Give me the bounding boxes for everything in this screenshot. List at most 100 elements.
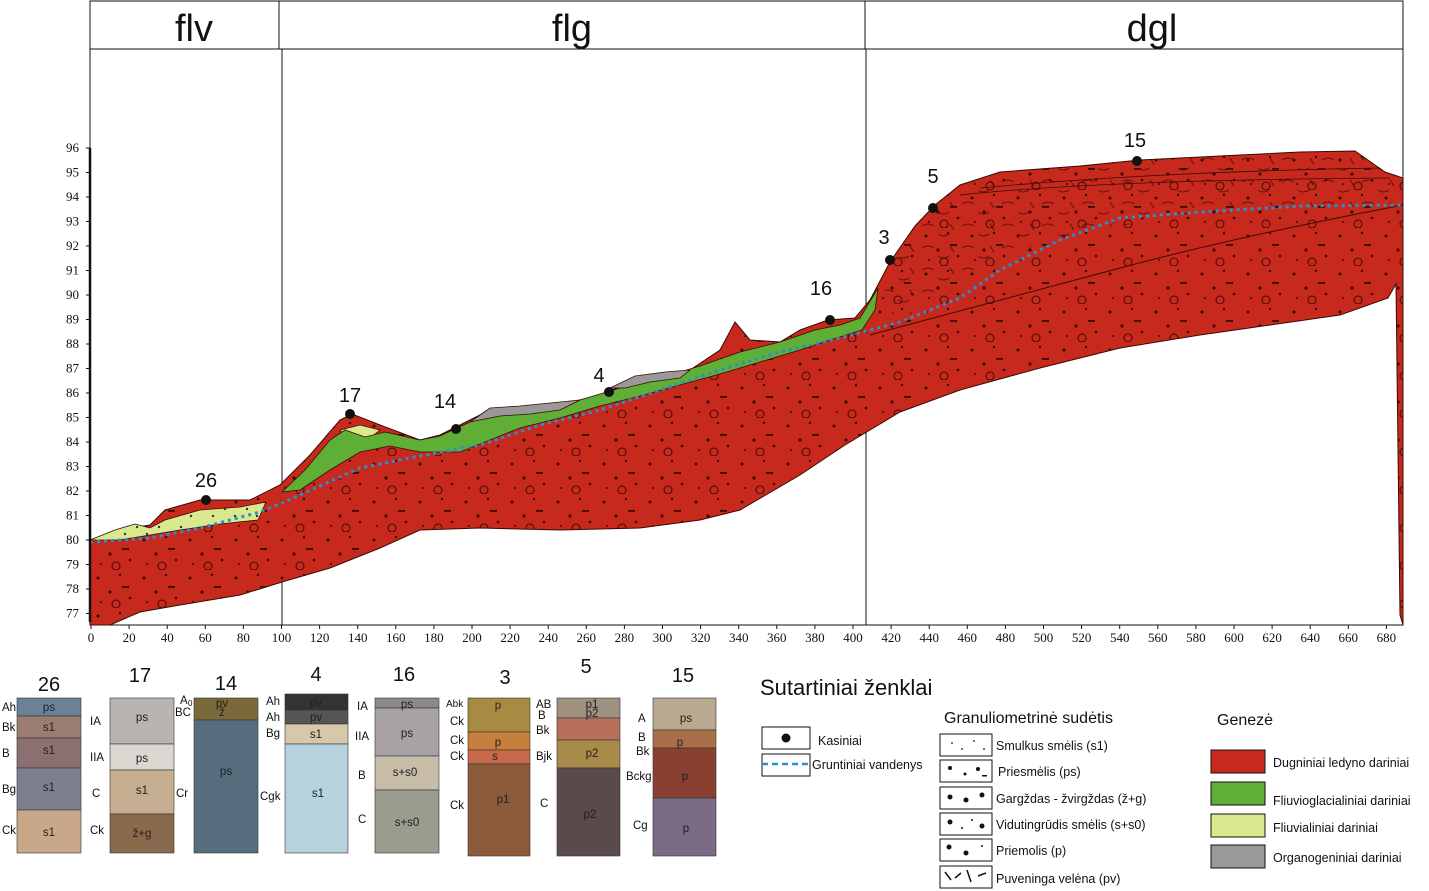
x-tick-label: 600 bbox=[1224, 630, 1244, 645]
site-label-15: 15 bbox=[1124, 130, 1146, 152]
site-marker-3[interactable] bbox=[885, 255, 895, 265]
inlay-label: p2 bbox=[584, 809, 597, 821]
horizon-label: Bjk bbox=[536, 751, 552, 763]
horizon-label: Ck bbox=[450, 735, 464, 747]
profile-column-3: 3 p p s p1 Abk Ck Ck Ck Ck bbox=[446, 667, 531, 857]
x-tick-label: 360 bbox=[767, 630, 787, 645]
x-tick-label: 540 bbox=[1110, 630, 1130, 645]
zone-label-flg: flg bbox=[552, 8, 592, 50]
y-tick-label: 91 bbox=[66, 263, 79, 278]
horizon-label: IA bbox=[357, 701, 368, 713]
granulometry-swatch bbox=[939, 759, 993, 783]
x-tick-label: 0 bbox=[88, 630, 95, 645]
horizon-label: B bbox=[638, 732, 646, 744]
x-tick-label: 300 bbox=[653, 630, 673, 645]
x-tick-label: 680 bbox=[1377, 630, 1397, 645]
granulometry-swatch bbox=[939, 812, 993, 836]
site-label-3: 3 bbox=[878, 227, 889, 249]
horizon-label: Ah bbox=[2, 702, 16, 714]
zone-label-flv: flv bbox=[175, 8, 213, 50]
y-tick-label: 94 bbox=[66, 189, 80, 204]
kasiniai-icon bbox=[781, 733, 791, 743]
site-label-16: 16 bbox=[810, 278, 832, 300]
horizon-block bbox=[652, 797, 717, 857]
x-tick-label: 20 bbox=[123, 630, 136, 645]
inlay-label: ps bbox=[401, 699, 413, 711]
inlay-label: ž+g bbox=[133, 828, 152, 840]
y-tick-label: 77 bbox=[66, 606, 80, 621]
horizon-block bbox=[467, 749, 531, 765]
site-marker-15[interactable] bbox=[1132, 156, 1142, 166]
legend-groundwater-label: Gruntiniai vandenys bbox=[812, 758, 922, 772]
horizon-label: Bk bbox=[636, 746, 650, 758]
granulometry-items: Smulkus smėlis (s1) Priesmėlis (ps) Garg… bbox=[939, 733, 1146, 889]
y-tick-label: 90 bbox=[66, 287, 79, 302]
horizon-label: C bbox=[540, 798, 548, 810]
horizon-label: B bbox=[358, 770, 366, 782]
x-tick-label: 400 bbox=[843, 630, 863, 645]
horizon-block bbox=[652, 747, 717, 799]
y-tick-label: 78 bbox=[66, 581, 79, 596]
horizon-label: Bckg bbox=[626, 771, 652, 783]
x-tick-label: 280 bbox=[615, 630, 635, 645]
x-tick-label: 620 bbox=[1262, 630, 1282, 645]
x-tick-label: 60 bbox=[199, 630, 212, 645]
x-tick-label: 180 bbox=[424, 630, 444, 645]
horizon-label: IIA bbox=[90, 752, 104, 764]
horizon-block bbox=[556, 717, 621, 741]
horizon-label: A bbox=[180, 695, 188, 707]
site-marker-16[interactable] bbox=[825, 315, 835, 325]
x-tick-label: 580 bbox=[1186, 630, 1206, 645]
inlay-label: pv bbox=[216, 698, 228, 710]
column-title-5: 5 bbox=[580, 656, 591, 678]
inlay-label: s1 bbox=[43, 827, 55, 839]
fluvial-deposits bbox=[89, 424, 381, 541]
site-label-5: 5 bbox=[927, 166, 938, 188]
site-marker-17[interactable] bbox=[345, 409, 355, 419]
horizon-block bbox=[16, 737, 82, 769]
zone-header-frame bbox=[89, 0, 1404, 50]
y-axis-ticks: 96 95 94 93 92 91 90 89 88 87 86 85 84 83 82 81 80 79 78 77 bbox=[66, 140, 90, 621]
horizon-subscript: 0 bbox=[188, 699, 193, 708]
site-label-17: 17 bbox=[339, 385, 361, 407]
granulometry-label: Priemolis (p) bbox=[996, 844, 1066, 858]
site-label-4: 4 bbox=[593, 365, 604, 387]
y-tick-label: 81 bbox=[66, 508, 79, 523]
y-tick-label: 82 bbox=[66, 483, 79, 498]
horizon-label: Ck bbox=[450, 716, 464, 728]
inlay-label: p bbox=[683, 823, 689, 835]
horizon-block bbox=[109, 697, 175, 745]
granulometry-label: Gargždas - žvirgždas (ž+g) bbox=[996, 792, 1146, 806]
genesis-swatch-glacial bbox=[1210, 749, 1266, 774]
horizon-label: Bk bbox=[536, 725, 550, 737]
inlay-label: s1 bbox=[43, 782, 55, 794]
site-marker-5[interactable] bbox=[928, 203, 938, 213]
profile-column-15: 15 ps p p p A B Bk Bckg Cg bbox=[626, 665, 717, 857]
site-marker-14[interactable] bbox=[451, 424, 461, 434]
x-tick-label: 560 bbox=[1148, 630, 1168, 645]
y-tick-label: 95 bbox=[66, 165, 79, 180]
site-marker-26[interactable] bbox=[201, 495, 211, 505]
till-bedding-line-2 bbox=[979, 167, 1381, 189]
y-tick-label: 79 bbox=[66, 557, 79, 572]
x-tick-label: 420 bbox=[881, 630, 901, 645]
weathered-upper-zone bbox=[880, 151, 1403, 322]
horizon-block bbox=[556, 739, 621, 769]
x-tick-label: 440 bbox=[919, 630, 939, 645]
x-tick-label: 40 bbox=[161, 630, 174, 645]
genesis-items: Dugniniai ledyno dariniai Fliuvioglacial… bbox=[1210, 749, 1411, 869]
site-marker-4[interactable] bbox=[604, 387, 614, 397]
sites: 26 17 14 4 16 3 5 15 bbox=[195, 130, 1146, 505]
horizon-label: Ck bbox=[90, 825, 104, 837]
y-tick-label: 85 bbox=[66, 410, 79, 425]
horizon-block bbox=[16, 767, 82, 811]
horizon-label: IIA bbox=[355, 731, 369, 743]
inlay-label: ž bbox=[219, 707, 225, 719]
profile-column-16: 16 ps ps s+s0 s+s0 IA IIA B C bbox=[355, 664, 440, 854]
upper-till-boundary bbox=[869, 204, 1404, 336]
genesis-label: Fliuvioglacialiniai dariniai bbox=[1273, 794, 1411, 808]
horizon-label: Bk bbox=[2, 722, 16, 734]
y-tick-label: 84 bbox=[66, 434, 80, 449]
x-tick-label: 480 bbox=[996, 630, 1016, 645]
